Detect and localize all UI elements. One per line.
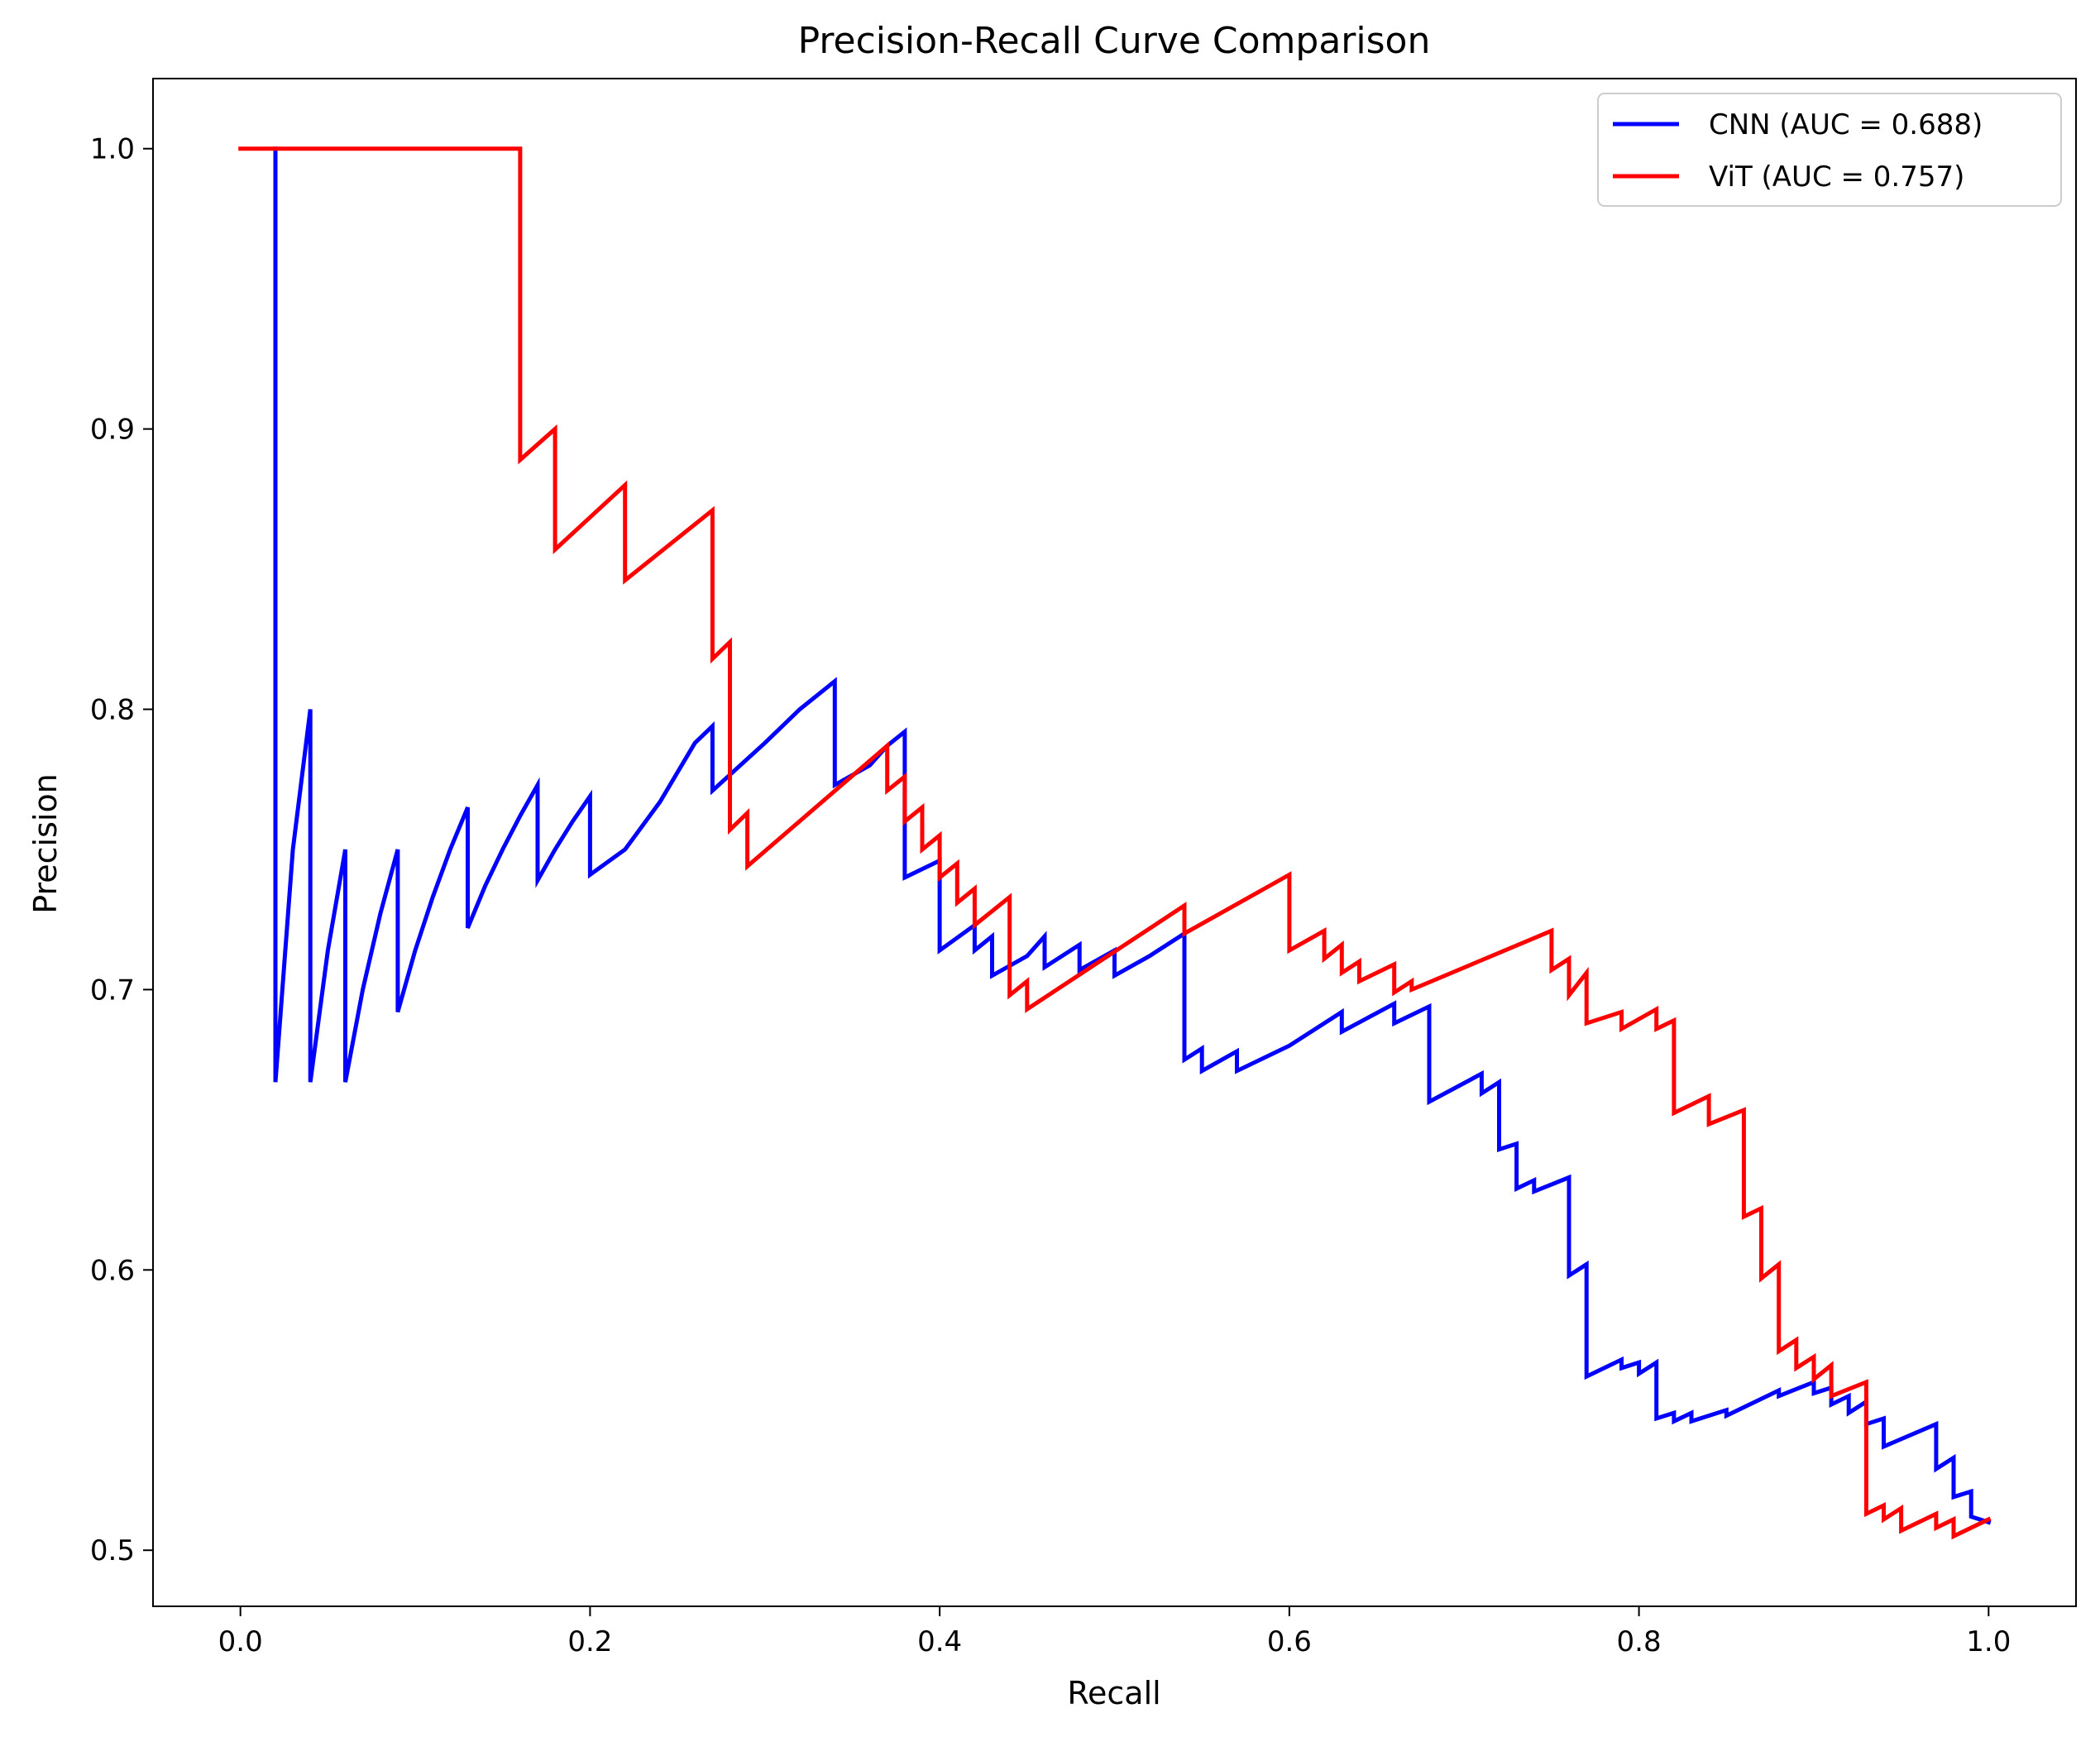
x-tick-label: 1.0 [1966,1625,2011,1658]
legend-box [1597,93,2062,207]
legend: CNN (AUC = 0.688) ViT (AUC = 0.757) [1597,93,2062,207]
series-line-vit [238,146,1992,1540]
y-tick-label: 1.0 [90,133,135,166]
x-axis-label: Recall [1067,1675,1160,1711]
x-axis-ticks: 0.0 0.2 0.4 0.6 0.8 1.0 [218,1606,2011,1658]
plot-frame [152,78,2077,1607]
y-tick-label: 0.5 [90,1534,135,1567]
y-tick-label: 0.8 [90,694,135,727]
x-tick-label: 0.6 [1267,1625,1312,1658]
x-tick-label: 0.8 [1617,1625,1662,1658]
series-line-cnn [273,146,1992,1525]
y-tick-label: 0.9 [90,414,135,447]
y-axis-ticks: 0.5 0.6 0.7 0.8 0.9 1.0 [90,133,153,1567]
y-tick-label: 0.7 [90,974,135,1007]
y-axis-label: Precision [27,773,64,914]
x-tick-label: 0.4 [917,1625,962,1658]
series-layer [238,146,1992,1540]
legend-label-vit: ViT (AUC = 0.757) [1709,160,1964,194]
y-tick-label: 0.6 [90,1254,135,1287]
chart-title: Precision-Recall Curve Comparison [798,20,1431,62]
legend-label-cnn: CNN (AUC = 0.688) [1709,108,1983,141]
x-tick-label: 0.0 [218,1625,263,1658]
x-tick-label: 0.2 [567,1625,612,1658]
